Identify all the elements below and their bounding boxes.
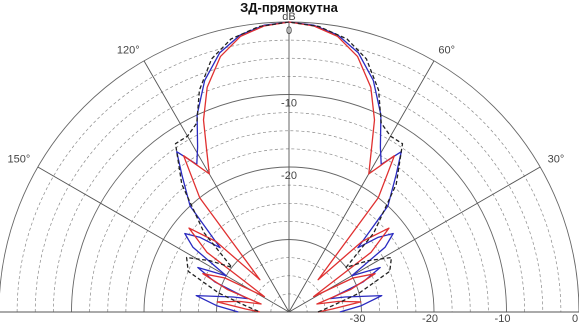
radial-tick-label: -30	[350, 313, 366, 324]
grid-spoke	[143, 60, 290, 313]
radial-tick-label: -20	[422, 313, 438, 324]
series-line-3	[174, 21, 404, 313]
angle-label: 60°	[438, 44, 455, 56]
radial-tick-label: -20	[281, 170, 297, 182]
series-group	[174, 21, 404, 313]
angle-label: 150°	[8, 154, 31, 166]
angle-label: 30°	[548, 154, 565, 166]
radial-tick-label: -10	[495, 313, 511, 324]
radial-tick-label: -10	[281, 98, 297, 110]
series-line-2	[182, 21, 396, 313]
grid-arc	[89, 112, 489, 313]
polar-grid	[0, 21, 579, 313]
tick-labels: 30° 60° 120° 150° -30 -20 -10 0 0 -10 -20 dB	[8, 11, 579, 324]
grid-arc	[125, 148, 453, 313]
chart-title: ЗД-прямокутна	[240, 0, 338, 15]
angle-label: 120°	[117, 44, 140, 56]
radial-tick-label: 0	[286, 25, 292, 37]
radial-unit-label: dB	[282, 11, 295, 23]
grid-spoke	[288, 60, 435, 313]
grid-arc	[198, 221, 380, 313]
radial-tick-label: 0	[572, 313, 578, 324]
grid-arc	[16, 39, 562, 313]
